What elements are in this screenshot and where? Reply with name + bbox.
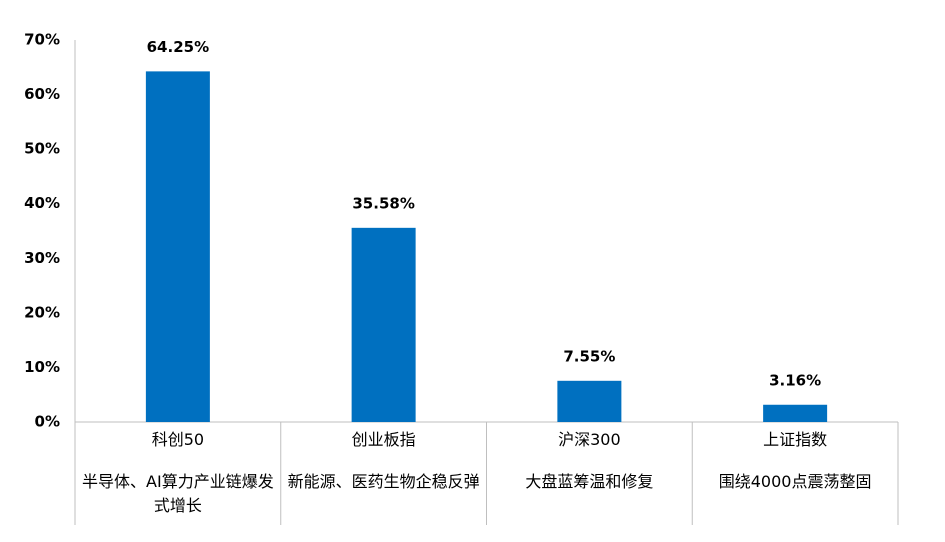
- x-tick-label: 上证指数: [763, 430, 828, 449]
- y-tick-label: 10%: [24, 358, 60, 376]
- x-tick-label: 创业板指: [351, 430, 416, 449]
- y-tick-label: 40%: [24, 194, 60, 212]
- value-label: 3.16%: [769, 371, 821, 389]
- x-tick-label: 沪深300: [558, 430, 621, 449]
- category-description: 半导体、AI算力产业链爆发式增长: [82, 472, 274, 515]
- category-description: 围绕4000点震荡整固: [718, 472, 872, 491]
- y-tick-label: 60%: [24, 85, 60, 103]
- value-label: 64.25%: [147, 38, 209, 56]
- y-tick-label: 20%: [24, 303, 60, 321]
- bar: [557, 380, 622, 422]
- bar: [763, 404, 828, 422]
- bar: [145, 71, 210, 422]
- y-tick-label: 30%: [24, 249, 60, 267]
- y-tick-label: 0%: [35, 413, 60, 431]
- y-tick-label: 50%: [24, 140, 60, 158]
- x-tick-label: 科创50: [151, 430, 205, 449]
- value-label: 7.55%: [563, 347, 615, 365]
- bar: [351, 227, 416, 422]
- category-description: 新能源、医药生物企稳反弹: [287, 472, 480, 491]
- y-tick-label: 70%: [24, 31, 60, 49]
- value-label: 35.58%: [352, 194, 414, 212]
- category-description: 大盘蓝筹温和修复: [525, 472, 654, 491]
